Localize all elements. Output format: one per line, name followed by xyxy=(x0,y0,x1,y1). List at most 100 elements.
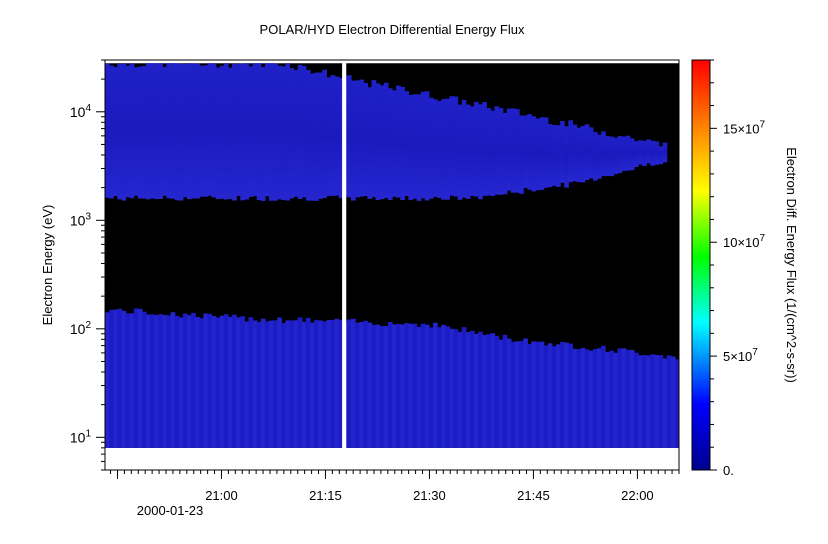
lower-flux-column xyxy=(510,341,516,448)
lower-flux-column xyxy=(502,334,508,448)
upper-flux-column xyxy=(125,65,131,198)
lower-flux-column xyxy=(519,341,524,448)
lower-flux-column xyxy=(428,327,434,448)
lower-flux-column xyxy=(252,320,258,448)
lower-flux-column xyxy=(576,349,582,448)
upper-flux-column xyxy=(228,67,233,199)
upper-flux-column xyxy=(642,140,647,166)
upper-flux-column xyxy=(293,70,299,197)
y-axis-label: Electron Energy (eV) xyxy=(40,205,55,326)
upper-flux-column xyxy=(420,91,426,199)
lower-flux-column xyxy=(355,322,360,448)
lower-flux-column xyxy=(297,317,303,448)
lower-flux-column xyxy=(117,308,122,448)
lower-flux-column xyxy=(277,317,282,448)
lower-flux-column xyxy=(195,316,200,448)
upper-flux-column xyxy=(453,96,459,197)
lower-flux-column xyxy=(178,317,184,448)
upper-flux-column xyxy=(416,94,422,201)
upper-flux-column xyxy=(646,139,651,164)
upper-flux-column xyxy=(494,106,500,195)
x-tick-label: 21:00 xyxy=(205,488,238,503)
upper-flux-column xyxy=(137,66,143,199)
lower-flux-column xyxy=(232,314,237,448)
lower-flux-column xyxy=(506,338,512,448)
upper-flux-column xyxy=(314,72,319,201)
lower-flux-column xyxy=(535,341,541,448)
lower-flux-column xyxy=(494,335,500,448)
upper-flux-column xyxy=(322,69,327,198)
lower-flux-column xyxy=(301,321,307,448)
upper-flux-column xyxy=(568,120,573,183)
upper-flux-column xyxy=(478,104,483,200)
upper-flux-column xyxy=(510,108,516,193)
lower-flux-column xyxy=(285,320,291,448)
lower-flux-column xyxy=(416,326,422,448)
lower-flux-column xyxy=(408,323,414,448)
upper-flux-column xyxy=(580,125,586,183)
upper-flux-column xyxy=(519,115,524,194)
upper-flux-column xyxy=(244,63,250,200)
lower-flux-column xyxy=(379,325,385,448)
colorbar-tick-label: 0. xyxy=(723,463,734,478)
upper-flux-column xyxy=(133,67,139,196)
lower-flux-column xyxy=(396,323,401,448)
lower-flux-column xyxy=(531,341,537,448)
lower-flux-column xyxy=(240,316,245,448)
lower-flux-column xyxy=(170,312,176,448)
lower-flux-column xyxy=(638,355,643,448)
lower-flux-column xyxy=(141,311,147,448)
lower-flux-column xyxy=(601,345,606,448)
upper-flux-column xyxy=(141,65,147,199)
colorbar-label: Electron Diff. Energy Flux (1/(cm^2-s-sr… xyxy=(784,147,799,383)
x-tick-label: 21:30 xyxy=(413,488,446,503)
upper-flux-column xyxy=(146,63,151,200)
lower-flux-column xyxy=(174,315,180,448)
x-tick-label: 21:15 xyxy=(309,488,342,503)
upper-flux-column xyxy=(527,114,532,190)
lower-flux-column xyxy=(629,349,635,448)
upper-flux-column xyxy=(474,101,479,197)
upper-flux-column xyxy=(191,63,196,199)
lower-flux-column xyxy=(158,314,163,448)
upper-flux-column xyxy=(371,80,377,198)
x-tick-label: 22:00 xyxy=(621,488,654,503)
lower-flux-column xyxy=(289,320,295,448)
lower-flux-column xyxy=(203,313,209,448)
upper-flux-column xyxy=(109,65,114,199)
lower-flux-column xyxy=(564,342,569,448)
lower-flux-column xyxy=(420,323,426,448)
upper-flux-column xyxy=(301,66,307,198)
lower-flux-column xyxy=(515,341,520,448)
lower-flux-column xyxy=(654,355,660,448)
upper-flux-column xyxy=(219,65,225,199)
upper-flux-column xyxy=(523,115,528,188)
lower-flux-column xyxy=(137,308,143,448)
upper-flux-column xyxy=(178,63,184,201)
upper-flux-column xyxy=(650,140,655,166)
lower-flux-column xyxy=(256,321,262,448)
upper-flux-column xyxy=(400,86,405,200)
lower-flux-column xyxy=(223,314,229,448)
lower-flux-column xyxy=(461,327,467,448)
colorbar-tick-label: 15×107 xyxy=(723,119,766,136)
lower-flux-column xyxy=(146,314,151,448)
lower-flux-column xyxy=(109,309,114,448)
lower-flux-column xyxy=(293,320,299,448)
lower-flux-column xyxy=(236,317,241,448)
upper-flux-column xyxy=(498,108,504,195)
upper-flux-column xyxy=(424,91,430,201)
upper-flux-column xyxy=(121,63,127,201)
lower-flux-column xyxy=(248,317,254,448)
lower-flux-column xyxy=(543,345,549,448)
lower-flux-column xyxy=(650,354,655,448)
upper-flux-column xyxy=(162,66,168,196)
lower-flux-column xyxy=(465,332,471,448)
upper-flux-column xyxy=(551,125,557,186)
upper-flux-column xyxy=(232,63,237,201)
lower-flux-column xyxy=(215,317,221,448)
upper-flux-column xyxy=(310,73,315,201)
lower-flux-column xyxy=(219,315,225,448)
upper-flux-column xyxy=(408,94,414,201)
